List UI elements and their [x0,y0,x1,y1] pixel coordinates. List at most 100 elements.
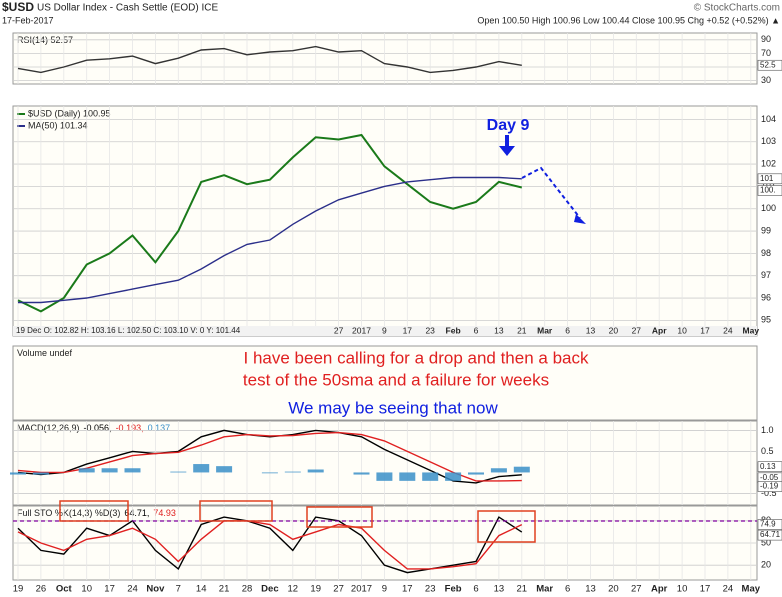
legend-entry: 74.93 [153,508,176,518]
x-tick-label: 21 [219,584,230,595]
series-line [18,176,522,304]
x-tick-label: Feb [445,584,462,595]
y-tick-label: 90 [761,34,771,44]
x-tick-label: Apr [651,584,668,595]
x-tick-label: 7 [176,584,181,595]
value-tag-label: 74.9 [760,520,776,529]
histogram-bar [124,468,141,473]
x-tick-label: 6 [565,584,570,595]
histogram-bar [284,471,301,473]
info-bar-text: 19 Dec O: 102.82 H: 103.16 L: 102.50 C: … [16,326,241,335]
date: 17-Feb-2017 [2,15,54,25]
x-tick-label: 14 [196,584,207,595]
value-tag-label: 101 [760,174,774,183]
histogram-bar [490,468,507,473]
x-tick-label: Mar [536,584,553,595]
y-tick-label: 103 [761,136,776,146]
value-tag [757,461,782,472]
histogram-bar [193,464,210,473]
y-tick-label: 99 [761,225,771,235]
annotation: I have been calling for a drop and then … [244,348,589,367]
x-tick-label: 17 [700,584,711,595]
y-tick-label: 104 [761,114,776,124]
projection-head [574,214,586,224]
value-tag [757,59,782,71]
x-tick-label: 21 [517,584,528,595]
y-tick-label: 70 [761,48,771,58]
histogram-bar [445,472,462,481]
legend-entry: 64.71, [124,508,149,518]
x-tick-label: 23 [425,325,435,335]
panel [12,345,758,421]
info-bar [13,326,757,336]
histogram-bar [376,472,393,481]
y-tick-label: 30 [761,75,771,85]
histogram-bar [513,466,530,473]
panel [12,32,758,85]
y-tick-label: 98 [761,248,771,258]
panel-title: RSI(14) 52.57 [17,35,73,45]
x-tick-label: May [743,325,760,335]
histogram-bar [353,472,370,475]
x-tick-label: 27 [632,325,642,335]
legend: RSI(14) 52.57 [17,35,73,45]
x-tick-label: 17 [402,584,413,595]
value-tag [757,173,782,185]
legend-entry: -0.193, [116,423,144,433]
histogram-bar [468,472,484,475]
x-tick-label: 24 [723,325,733,335]
x-tick-label: 10 [81,584,92,595]
histogram-bar [101,468,118,473]
x-tick-label: 27 [333,584,344,595]
x-tick-label: 13 [494,325,504,335]
series-line [17,133,523,313]
y-tick-label: 100 [761,203,776,213]
x-tick-label: 20 [608,584,619,595]
projection-line [521,166,581,219]
x-tick-label: May [742,584,761,595]
panel [12,105,758,337]
legend: Volume undef [17,348,73,358]
quote: Open 100.50 High 100.96 Low 100.44 Close… [477,15,780,25]
x-tick-label: 13 [494,584,505,595]
x-tick-label: 12 [288,584,299,595]
value-tag [757,481,782,492]
histogram-bar [261,472,278,474]
arrow-head [499,146,515,156]
x-tick-label: 10 [677,584,688,595]
highlight-box [59,500,129,522]
x-tick-label: 13 [586,325,596,335]
annotation: We may be seeing that now [288,398,498,417]
x-tick-label: 21 [517,325,527,335]
x-tick-label: Dec [261,584,278,595]
credit: © StockCharts.com [694,3,780,14]
x-tick-label: 2017 [351,584,372,595]
x-tick-label: 6 [474,325,479,335]
y-tick-label: 50 [761,537,771,547]
series-line [17,431,522,482]
x-tick-label: Oct [56,584,73,595]
symbol: $USD [2,0,34,14]
value-tag-label: -0.05 [760,473,779,482]
legend-entry: MA(50) 101.34 [28,120,88,130]
x-tick-label: 17 [700,325,710,335]
x-tick-label: 6 [565,325,570,335]
histogram-bar [399,472,416,481]
x-tick-label: 2017 [352,325,371,335]
x-tick-label: 20 [609,325,619,335]
panel-title: Full STO %K(14,3) %D(3) [17,508,120,518]
x-tick-label: 24 [723,584,734,595]
y-tick-label: 96 [761,292,771,302]
value-tag-label: 64.71 [760,530,781,539]
value-tag-label: -0.19 [760,482,779,491]
x-tick-label: 17 [104,584,115,595]
value-tag-label: 0.13 [760,462,776,471]
annotation: test of the 50sma and a failure for week… [243,370,549,389]
x-tick-label: 26 [36,584,47,595]
x-tick-label: 27 [334,325,344,335]
legend: MACD(12,26,9) -0.056, -0.193, 0.137 [17,423,170,433]
panels: RSI(14) 52.57 90 70 50 30 52.5 $USD (Daily) 10… [10,32,782,595]
y-tick-label: 95 [761,315,771,325]
value-tag-label: 52.5 [760,60,776,69]
x-tick-label: 6 [473,584,478,595]
